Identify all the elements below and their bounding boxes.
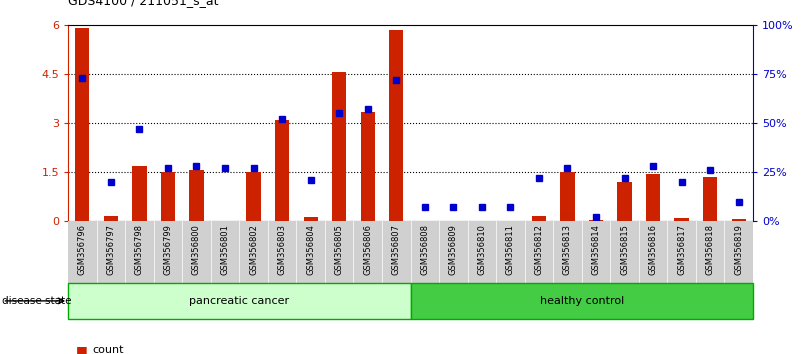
Text: GSM356810: GSM356810 — [477, 224, 486, 275]
Text: count: count — [92, 346, 123, 354]
Bar — [731, 219, 746, 221]
Text: GSM356815: GSM356815 — [620, 224, 629, 275]
Bar — [703, 177, 717, 221]
Bar — [589, 220, 603, 221]
Text: GSM356809: GSM356809 — [449, 224, 458, 275]
Text: GDS4100 / 211051_s_at: GDS4100 / 211051_s_at — [68, 0, 219, 7]
Text: GSM356808: GSM356808 — [421, 224, 429, 275]
Bar — [304, 217, 318, 221]
Bar — [389, 30, 404, 221]
Text: GSM356806: GSM356806 — [363, 224, 372, 275]
Text: GSM356811: GSM356811 — [506, 224, 515, 275]
Text: GSM356805: GSM356805 — [335, 224, 344, 275]
Bar — [532, 216, 546, 221]
Bar — [646, 174, 660, 221]
Text: GSM356813: GSM356813 — [563, 224, 572, 275]
Text: GSM356812: GSM356812 — [534, 224, 543, 275]
Bar — [189, 171, 203, 221]
Text: GSM356818: GSM356818 — [706, 224, 714, 275]
Text: GSM356801: GSM356801 — [220, 224, 230, 275]
Bar — [332, 72, 346, 221]
Text: GSM356804: GSM356804 — [306, 224, 315, 275]
Text: disease state: disease state — [2, 296, 71, 306]
Bar — [674, 218, 689, 221]
Bar — [275, 120, 289, 221]
Text: GSM356807: GSM356807 — [392, 224, 400, 275]
Text: GSM356797: GSM356797 — [107, 224, 115, 275]
Bar — [561, 172, 574, 221]
Bar — [75, 28, 90, 221]
Text: GSM356816: GSM356816 — [649, 224, 658, 275]
Bar — [360, 112, 375, 221]
Text: GSM356799: GSM356799 — [163, 224, 172, 275]
Bar — [68, 283, 410, 319]
Text: GSM356814: GSM356814 — [591, 224, 601, 275]
Text: GSM356798: GSM356798 — [135, 224, 144, 275]
Bar — [161, 172, 175, 221]
Bar — [618, 182, 632, 221]
Bar — [132, 166, 147, 221]
Text: GSM356819: GSM356819 — [735, 224, 743, 275]
Text: GSM356817: GSM356817 — [677, 224, 686, 275]
Text: pancreatic cancer: pancreatic cancer — [189, 296, 289, 306]
Text: GSM356796: GSM356796 — [78, 224, 87, 275]
Text: ■: ■ — [76, 344, 88, 354]
Bar — [247, 172, 260, 221]
Text: healthy control: healthy control — [540, 296, 624, 306]
Bar — [410, 283, 753, 319]
Text: GSM356803: GSM356803 — [278, 224, 287, 275]
Bar — [104, 216, 118, 221]
Text: GSM356800: GSM356800 — [192, 224, 201, 275]
Text: GSM356802: GSM356802 — [249, 224, 258, 275]
